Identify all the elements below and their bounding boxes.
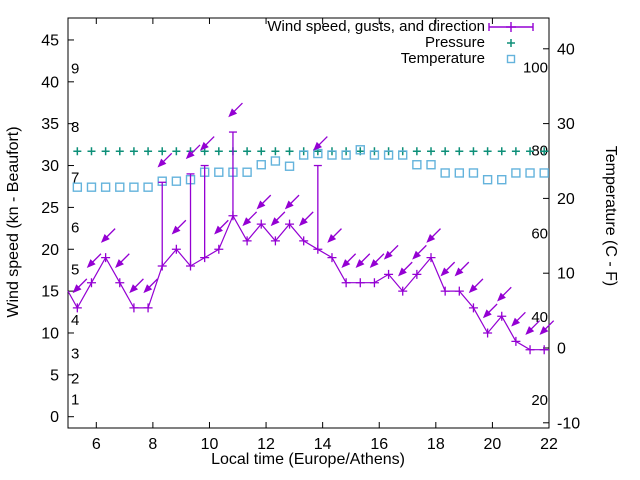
plot-border [67,17,550,429]
svg-text:60: 60 [531,226,548,243]
svg-text:6: 6 [71,220,79,237]
svg-text:-10: -10 [557,415,580,432]
svg-text:15: 15 [41,284,59,301]
legend-label-wind: Wind speed, gusts, and direction [267,18,485,35]
svg-text:40: 40 [557,41,575,58]
beaufort-scale-labels: 1 2 3 4 5 6 7 8 9 [71,61,79,409]
wind-point-markers [72,211,549,355]
svg-text:30: 30 [557,116,575,133]
wind-direction-arrows [72,102,555,335]
svg-text:10: 10 [557,266,575,283]
x-axis-ticks: 6 8 10 12 14 16 18 20 22 [92,18,558,453]
svg-text:8: 8 [148,436,157,453]
right-axis-title: Temperature (C - F) [602,145,619,287]
svg-text:14: 14 [314,436,332,453]
legend-label-temperature: Temperature [400,50,485,67]
svg-text:12: 12 [257,436,275,453]
svg-text:100: 100 [523,59,548,76]
svg-text:10: 10 [41,325,59,342]
svg-text:5: 5 [50,367,59,384]
pressure-plus-key-icon [488,36,548,50]
svg-text:20: 20 [531,392,548,409]
svg-text:8: 8 [71,119,79,136]
svg-text:4: 4 [71,312,79,329]
pressure-points [73,147,549,156]
svg-text:16: 16 [370,436,388,453]
wind-errorbar-key-icon [488,20,548,34]
svg-text:20: 20 [557,191,575,208]
svg-text:0: 0 [557,341,566,358]
svg-text:1: 1 [71,391,79,408]
svg-text:40: 40 [41,74,59,91]
svg-text:5: 5 [71,262,79,279]
right-axis-ticks: -10 0 10 20 30 40 [543,41,580,432]
legend: Wind speed, gusts, and direction Pressur… [120,19,548,67]
svg-text:6: 6 [92,436,101,453]
left-axis-ticks: 0 5 10 15 20 25 30 35 40 45 [41,32,74,426]
legend-label-pressure: Pressure [424,34,485,51]
temperature-square-key-icon [488,52,548,66]
svg-text:0: 0 [50,409,59,426]
svg-text:22: 22 [540,436,558,453]
left-axis-title: Wind speed (kn - Beaufort) [5,126,22,318]
svg-text:10: 10 [201,436,219,453]
svg-text:30: 30 [41,158,59,175]
svg-text:40: 40 [531,309,548,326]
svg-text:18: 18 [427,436,445,453]
svg-text:3: 3 [71,345,79,362]
legend-row-pressure: Pressure [120,35,548,51]
svg-text:2: 2 [71,370,79,387]
legend-row-wind: Wind speed, gusts, and direction [120,19,548,35]
svg-text:25: 25 [41,200,59,217]
temperature-points [72,145,549,192]
svg-text:35: 35 [41,116,59,133]
svg-text:20: 20 [41,242,59,259]
x-axis-title: Local time (Europe/Athens) [211,451,405,468]
svg-text:45: 45 [41,32,59,49]
svg-text:20: 20 [484,436,502,453]
legend-row-temperature: Temperature [120,51,548,67]
svg-text:7: 7 [71,169,79,186]
wind-gust-bars [158,131,322,267]
svg-text:9: 9 [71,61,79,78]
